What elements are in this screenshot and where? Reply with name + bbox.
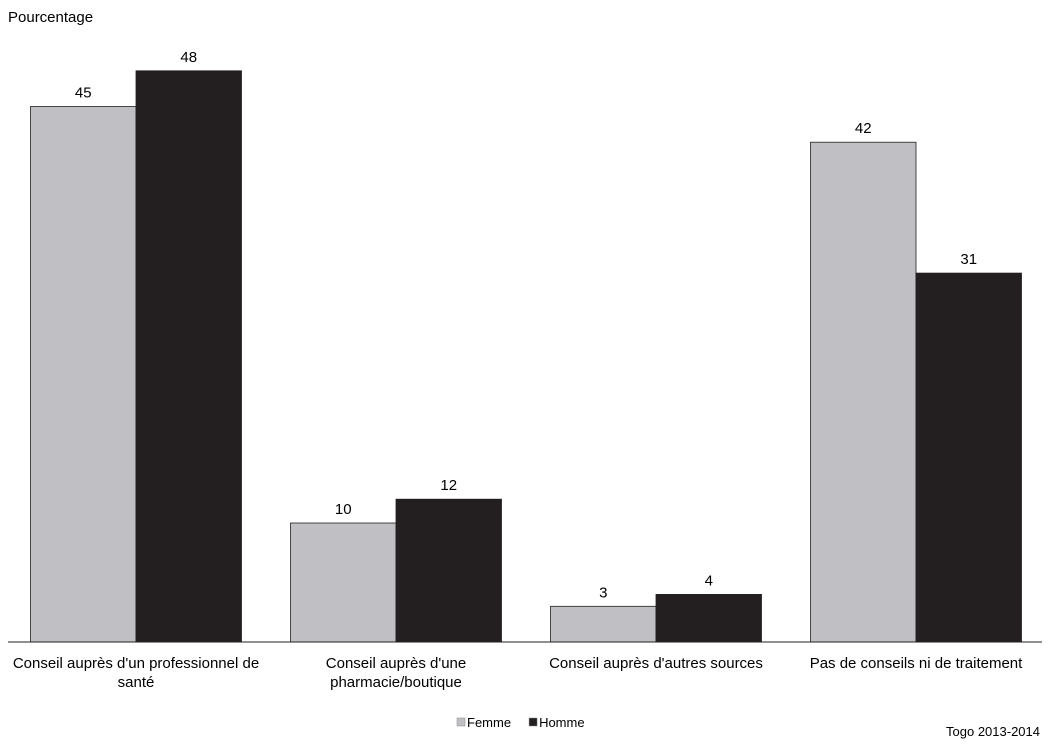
legend-label: Femme [467, 715, 511, 730]
x-tick-label: Conseil auprès d'une pharmacie/boutique [325, 655, 467, 691]
legend-label: Homme [539, 715, 585, 730]
x-tick-label: Pas de conseils ni de traitement [809, 655, 1023, 672]
data-label: 48 [180, 49, 197, 66]
data-label: 4 [705, 572, 713, 589]
legend-swatch [456, 717, 466, 727]
bar [135, 70, 242, 643]
x-tick-label: Conseil auprès d'autres sources [549, 655, 763, 672]
y-axis-label: Pourcentage [8, 9, 93, 26]
bar [810, 141, 917, 643]
data-label: 10 [335, 501, 352, 518]
bar [290, 522, 397, 643]
x-tick-label: Conseil auprès d'un professionnel de san… [12, 655, 260, 691]
data-label: 12 [440, 477, 457, 494]
note: Togo 2013-2014 [946, 724, 1040, 739]
bar [395, 498, 502, 643]
data-label: 31 [960, 251, 977, 268]
data-label: 3 [599, 584, 607, 601]
bar [30, 106, 137, 643]
data-label: 42 [855, 120, 872, 137]
bar [550, 605, 657, 643]
legend-swatch [528, 717, 538, 727]
bar [655, 594, 762, 643]
data-label: 45 [75, 85, 92, 102]
bar [915, 272, 1022, 643]
